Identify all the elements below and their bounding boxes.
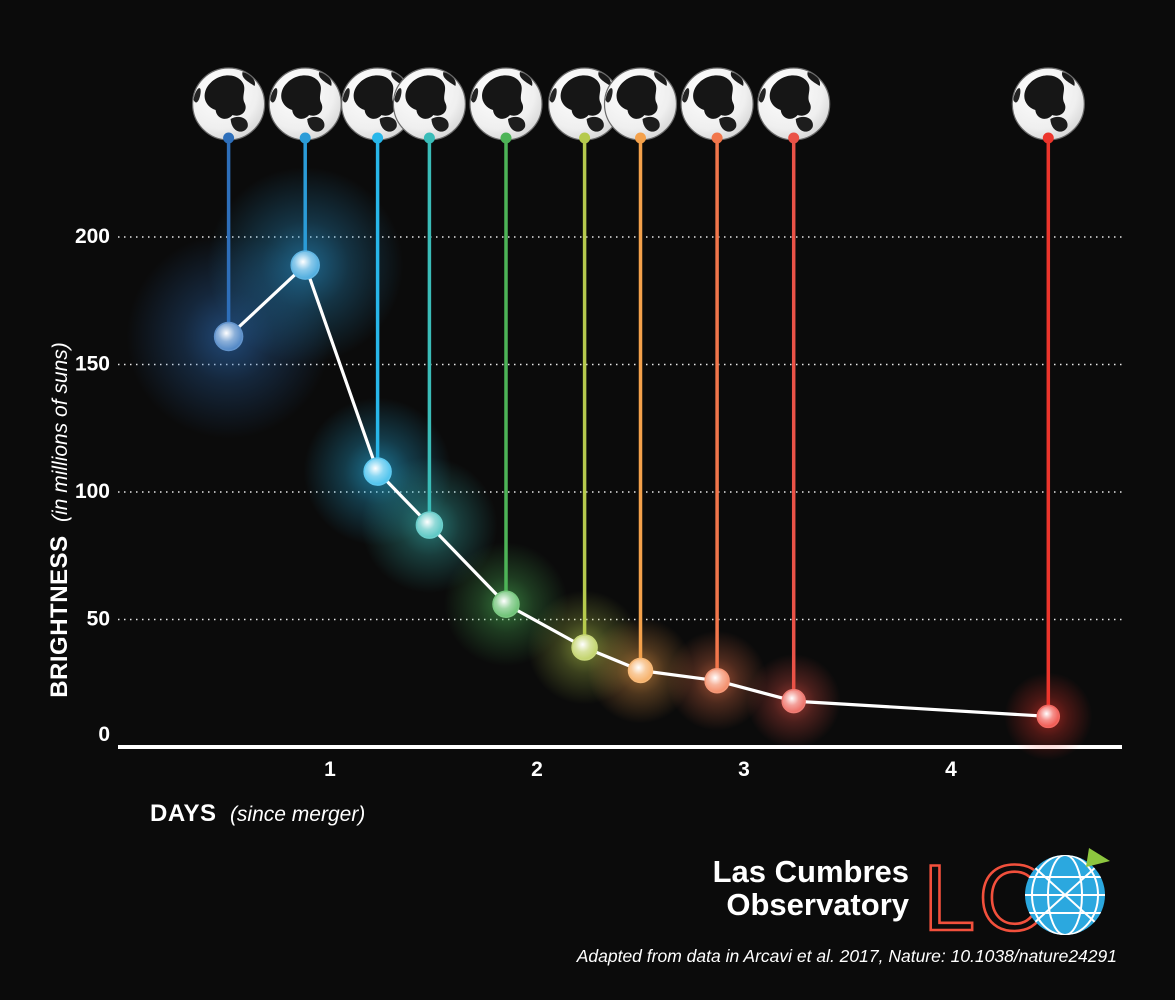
data-point [415,511,444,539]
x-tick-label: 4 [945,758,957,781]
earth-globe-icon [757,67,831,141]
data-point [704,667,730,694]
x-axis-subtitle: (since merger) [229,803,366,826]
globe-anchor-dot [223,132,235,144]
y-axis-title: BRIGHTNESS [46,535,73,698]
x-tick-label: 1 [324,758,336,781]
globe-anchor-dot [1042,132,1054,144]
data-point [213,321,244,352]
logo-wordmark-line1: Las Cumbres [713,854,909,889]
globe-anchor-dot [711,132,723,144]
globe-anchor-dot [788,132,800,144]
y-tick-label: 0 [98,723,110,746]
y-tick-label: 100 [75,480,110,503]
y-tick-label: 200 [75,225,110,248]
x-axis-label: DAYS (since merger) [150,800,365,828]
credit-text: Adapted from data in Arcavi et al. 2017,… [576,946,1117,966]
globe-anchor-dot [423,132,435,144]
data-point [781,688,806,714]
data-point [492,590,520,618]
lco-leaf-icon [1086,848,1110,867]
earth-globe-icon [268,67,342,141]
earth-globe-icon [192,67,266,141]
lco-globe-mesh [1025,855,1105,935]
logo-wordmark-line2: Observatory [726,887,909,922]
x-tick-label: 2 [531,758,543,781]
globe-anchor-dot [635,132,646,144]
data-point [363,457,392,486]
lightcurve-line [227,263,1049,718]
lco-logo: Las Cumbres Observatory LC [713,846,1110,946]
data-point [1036,704,1061,729]
earth-globe-icon [469,67,543,141]
data-point [571,634,598,661]
globe-anchor-dot [579,132,591,144]
y-axis-subtitle: (in millions of suns) [49,342,72,522]
globe-anchor-dot [372,132,384,144]
y-tick-label: 150 [75,353,110,376]
data-point [627,657,654,684]
earth-globe-icon [392,67,466,141]
data-point [290,250,320,280]
globe-anchor-dot [500,132,512,144]
globe-anchor-dot [299,132,311,144]
lco-globe-icon [1025,848,1110,935]
y-axis-label: BRIGHTNESS (in millions of suns) [46,342,74,698]
earth-globe-icon [603,67,678,141]
y-tick-label: 50 [87,608,110,631]
x-tick-label: 3 [738,758,750,781]
earth-globe-icon [1011,67,1085,141]
x-axis-title: DAYS [150,800,217,827]
earth-globe-icon [680,67,754,141]
